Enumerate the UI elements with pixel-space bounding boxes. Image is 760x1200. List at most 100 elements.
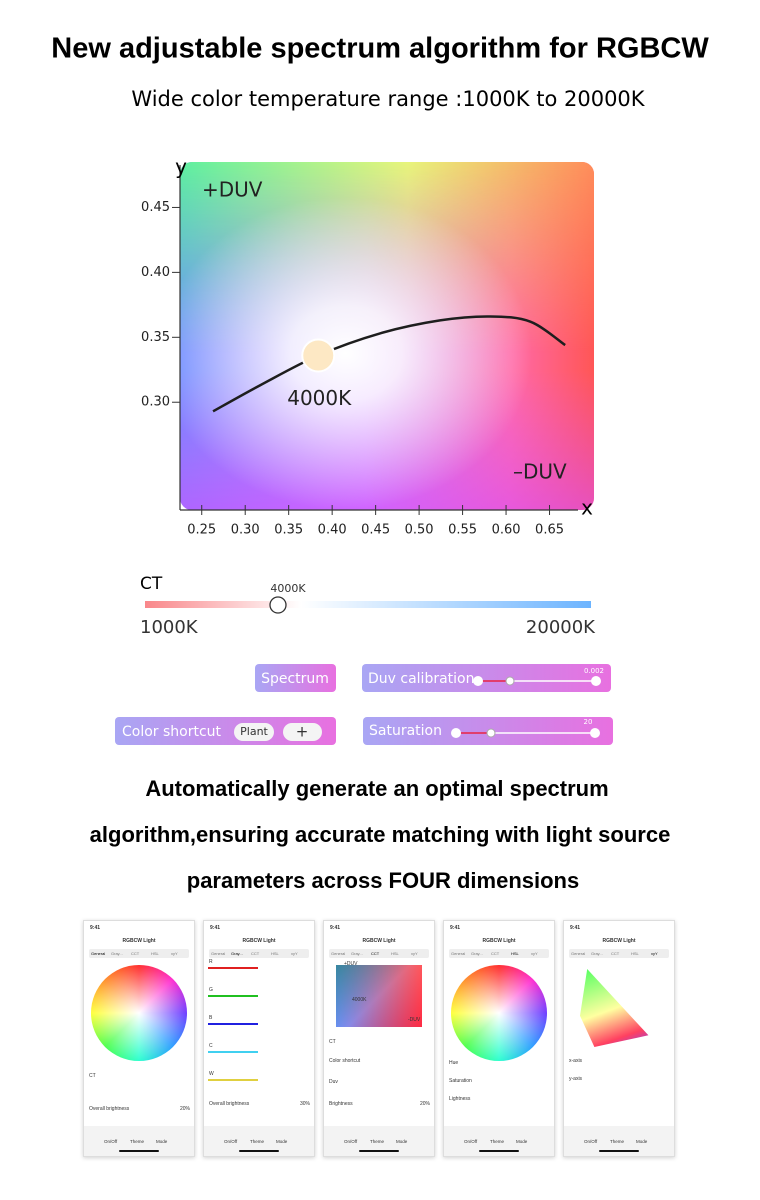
phone-screen: 9:41 RGBCW Light General Gray... CCT HSL xyY CT…: [83, 920, 195, 1157]
phone-screen: 9:41 RGBCW Light General Gray... CCT HSL xyY Hu…: [443, 920, 555, 1157]
phone-title: RGBCW Light: [482, 938, 516, 944]
footer-label: Theme: [610, 1139, 625, 1144]
phone-screen: 9:41 RGBCW Light General Gray... CCT HSL xyY R G…: [203, 920, 315, 1157]
tab-label: General: [451, 951, 466, 956]
tab-label: CCT: [251, 951, 260, 956]
channel-slider: [208, 1023, 258, 1025]
tab-label: General: [91, 951, 106, 956]
phone-time: 9:41: [210, 925, 221, 931]
ct-max: 20000K: [526, 617, 596, 638]
plant-label: Plant: [240, 725, 268, 738]
description-line: algorithm,ensuring accurate matching wit…: [90, 822, 671, 847]
controls: Spectrum Duv calibration 0.002 Color sho…: [115, 664, 613, 745]
screen-label: Hue: [449, 1060, 459, 1066]
tab-label: CCT: [131, 951, 140, 956]
screen-label: x-axis: [569, 1058, 583, 1064]
footer-label: Theme: [250, 1139, 265, 1144]
tab-label: CCT: [611, 951, 620, 956]
channel-slider: [208, 1051, 258, 1053]
tab-label: xyY: [531, 951, 538, 956]
phone-title: RGBCW Light: [362, 938, 396, 944]
footer-label: Mode: [276, 1139, 288, 1144]
locus-line: [212, 315, 566, 413]
ct-marker: 4000K: [270, 582, 306, 595]
ct-knob: [269, 596, 287, 614]
tab-label: CCT: [491, 951, 500, 956]
footer-label: Theme: [490, 1139, 505, 1144]
title: New adjustable spectrum algorithm for RG…: [51, 33, 709, 65]
add-button[interactable]: [283, 723, 322, 741]
tab-bar: [89, 949, 189, 958]
footer-label: Mode: [156, 1139, 168, 1144]
saturation-knob[interactable]: [486, 728, 496, 738]
phone-time: 9:41: [570, 925, 581, 931]
tab-label: CCT: [371, 951, 380, 956]
tab-label: HSL: [271, 951, 279, 956]
tab-label: HSL: [391, 951, 399, 956]
duv-minus[interactable]: [473, 676, 483, 686]
tab-label: Gray...: [351, 951, 363, 956]
y-axis-label: y: [175, 155, 187, 179]
footer-label: On/Off: [464, 1139, 478, 1144]
screen-label: 20%: [420, 1101, 431, 1107]
ct-point-label: 4000K: [287, 386, 352, 410]
annotation: +DUV: [202, 178, 263, 202]
tab-label: HSL: [631, 951, 639, 956]
screen-label: R: [209, 959, 213, 965]
tab-label: General: [331, 951, 346, 956]
tab-bar: [329, 949, 429, 958]
x-tick-label: 0.40: [318, 523, 347, 538]
x-tick-label: 0.50: [405, 523, 434, 538]
home-indicator: [479, 1150, 519, 1152]
saturation-plus[interactable]: [590, 728, 600, 738]
channel-slider: [208, 1079, 258, 1081]
duv-knob[interactable]: [505, 676, 515, 686]
saturation-minus[interactable]: [451, 728, 461, 738]
x-tick-label: 0.25: [187, 523, 216, 538]
x-tick-label: 0.55: [448, 523, 477, 538]
spectrum-pill[interactable]: [255, 664, 336, 692]
screen-label: B: [209, 1015, 213, 1021]
duv-plus[interactable]: [591, 676, 601, 686]
home-indicator: [239, 1150, 279, 1152]
phone-title: RGBCW Light: [602, 938, 636, 944]
add-label: +: [296, 723, 309, 741]
screen-label: Duv: [329, 1079, 338, 1085]
plant-button[interactable]: [234, 723, 274, 741]
screen-label: C: [209, 1043, 213, 1049]
spectrum-label: Spectrum: [261, 671, 329, 687]
screen-label: Saturation: [449, 1078, 472, 1084]
subtitle: Wide color temperature range :1000K to 2…: [131, 87, 645, 111]
footer-label: On/Off: [104, 1139, 118, 1144]
phone-title: RGBCW Light: [242, 938, 276, 944]
color-wheel: [91, 965, 187, 1061]
tab-bar: [449, 949, 549, 958]
tab-bar: [569, 949, 669, 958]
phone-title: RGBCW Light: [122, 938, 156, 944]
phone-screen: 9:41 RGBCW Light General Gray... CCT HSL xyY +D…: [323, 920, 435, 1157]
tab-label: Gray...: [471, 951, 483, 956]
screen-label: G: [209, 987, 213, 993]
footer-label: Mode: [636, 1139, 648, 1144]
channel-slider: [208, 995, 258, 997]
screen-label: 4000K: [352, 997, 367, 1003]
shortcut-pill: [115, 717, 336, 745]
main-graphic: New adjustable spectrum algorithm for RG…: [51, 33, 709, 893]
screen-label: Overall brightness: [209, 1101, 250, 1107]
ct-slider: CT 4000K 1000K 20000K: [140, 574, 596, 638]
y-tick-label: 0.40: [141, 265, 170, 280]
footer-label: On/Off: [224, 1139, 238, 1144]
footer-label: On/Off: [344, 1139, 358, 1144]
y-tick-label: 0.30: [141, 395, 170, 410]
screen-label: 30%: [300, 1101, 311, 1107]
chart: 0.30 0.35 0.40 0.45 0.25 0.30 0.35 0.40 0.45 0.50…: [141, 155, 593, 538]
x-tick-label: 0.30: [231, 523, 260, 538]
ct-track: [145, 601, 591, 608]
shortcut-label: Color shortcut: [122, 724, 222, 740]
tab-label: Gray...: [591, 951, 603, 956]
tab-label: General: [211, 951, 226, 956]
screen-label: -DUV: [408, 1017, 421, 1023]
ct-min: 1000K: [140, 617, 199, 638]
screen-label: Color shortcut: [329, 1058, 361, 1064]
footer-label: Theme: [130, 1139, 145, 1144]
